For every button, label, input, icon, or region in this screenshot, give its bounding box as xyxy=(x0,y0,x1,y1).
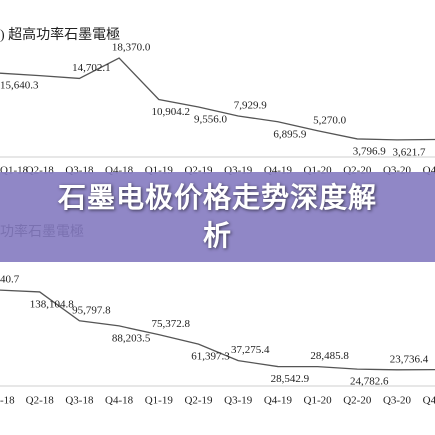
chart-title: ) 超高功率石墨電極 xyxy=(0,26,120,43)
data-label: 18,370.0 xyxy=(112,42,151,54)
data-label: 15,640.3 xyxy=(0,80,39,92)
data-label: 138,104.8 xyxy=(30,298,75,310)
data-label: 7,929.9 xyxy=(234,100,268,112)
data-label: 40.7 xyxy=(0,274,20,286)
data-label: 75,372.8 xyxy=(152,318,191,330)
data-label: 24,782.6 xyxy=(350,376,389,388)
data-label: 3,796.9 xyxy=(353,145,387,157)
x-tick-label: Q2-19 xyxy=(184,395,213,407)
banner-title: 石墨电极价格走势深度解析 xyxy=(57,181,377,252)
data-label: 37,275.4 xyxy=(231,344,270,356)
x-tick-label: Q1-19 xyxy=(145,395,174,407)
data-label: 9,556.0 xyxy=(194,113,228,125)
x-tick-label: -18 xyxy=(0,395,15,407)
banner: 石墨电极价格走势深度解析 xyxy=(0,172,435,262)
x-tick-label: Q1-20 xyxy=(304,395,333,407)
x-tick-label: Q3-18 xyxy=(65,395,94,407)
data-label: 28,542.9 xyxy=(271,373,310,385)
x-tick-label: Q3-20 xyxy=(383,395,412,407)
data-label: 5,270.0 xyxy=(313,114,347,126)
data-label: 14,702.1 xyxy=(72,62,111,74)
data-label: 10,904.2 xyxy=(152,106,191,118)
series-line xyxy=(0,57,435,141)
data-label: 23,736.4 xyxy=(390,353,429,365)
data-label: 61,397.3 xyxy=(191,351,230,363)
data-label: 3,621.7 xyxy=(393,146,427,158)
data-label: 28,485.8 xyxy=(310,350,349,362)
data-label: 6,895.9 xyxy=(273,128,307,140)
series-line xyxy=(0,289,435,371)
data-label: 88,203.5 xyxy=(112,332,151,344)
x-tick-label: Q2-20 xyxy=(343,395,372,407)
x-tick-label: Q3-19 xyxy=(224,395,253,407)
x-tick-label: Q4-20 xyxy=(423,395,435,407)
x-tick-label: Q2-18 xyxy=(26,395,55,407)
x-tick-label: Q4-18 xyxy=(105,395,134,407)
x-tick-label: Q4-19 xyxy=(264,395,293,407)
data-label: 95,797.8 xyxy=(72,304,111,316)
